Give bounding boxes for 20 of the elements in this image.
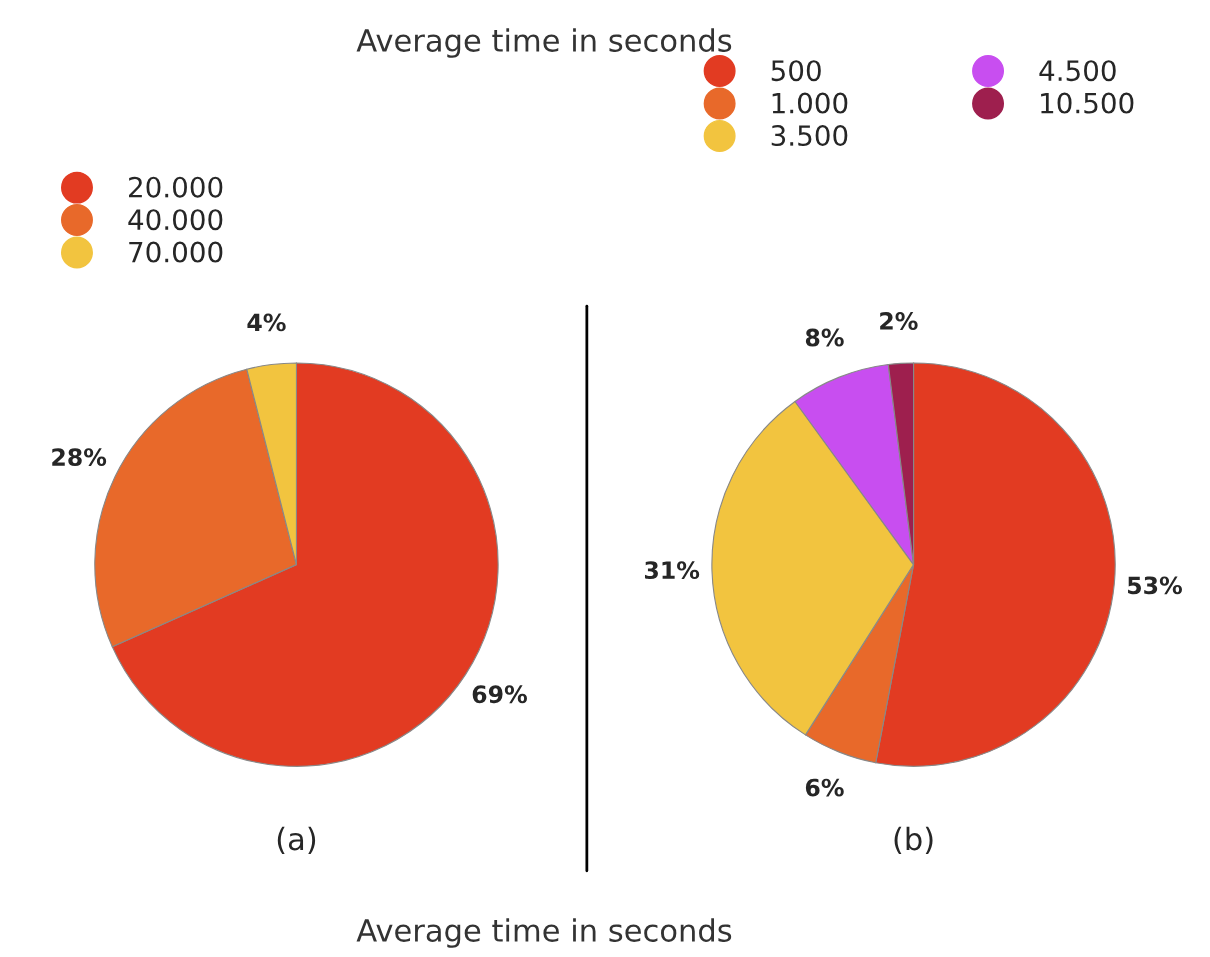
legend-label: 3.500 <box>771 125 848 147</box>
data-label: 31% <box>644 561 700 580</box>
data-label: 28% <box>52 448 107 466</box>
legend-label: 500 <box>771 60 821 82</box>
text: (a) <box>277 826 316 855</box>
legend-label: 40.000 <box>128 209 223 231</box>
data-label: 69% <box>472 685 527 704</box>
data-label: 8% <box>805 328 844 347</box>
data-label: 2% <box>880 312 918 330</box>
legend-label: 1.000 <box>772 92 848 114</box>
chart-title: Average time in seconds <box>356 28 732 58</box>
text: (b) <box>894 826 933 855</box>
legend-label: 70.000 <box>129 241 223 263</box>
data-label: 6% <box>805 778 844 797</box>
legend-label: 10.500 <box>1041 92 1134 114</box>
legend-label: 20.000 <box>129 176 223 198</box>
text: Average time in seconds <box>356 918 732 948</box>
data-label: 53% <box>1128 576 1182 595</box>
data-label: 4% <box>247 313 286 332</box>
legend-label: 4.500 <box>1039 60 1116 82</box>
